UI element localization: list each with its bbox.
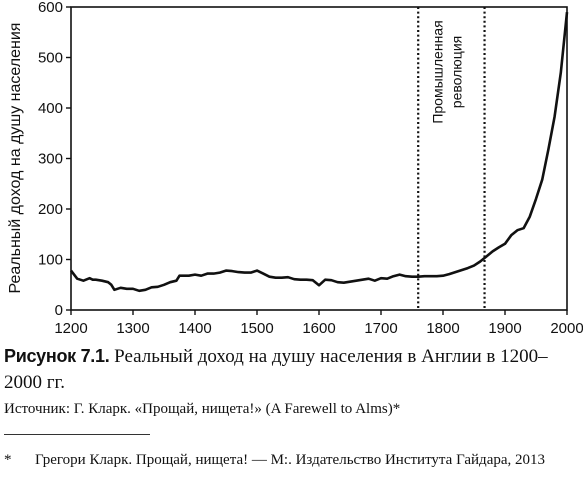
y-tick-label: 300 — [38, 151, 63, 168]
caption-label: Рисунок 7.1. — [4, 346, 110, 366]
x-tick-label: 1500 — [240, 320, 273, 337]
y-tick-label: 600 — [38, 0, 63, 16]
caption-text: Реальный доход на душу населения в Англи… — [4, 346, 548, 393]
annotation-label: Промышленная — [429, 20, 445, 123]
y-tick-label: 100 — [38, 252, 63, 269]
y-tick-label: 400 — [38, 100, 63, 117]
chart: Реальный доход на душу населения 0 100 200… — [7, 0, 583, 337]
figure-caption: Рисунок 7.1. Реальный доход на душу насе… — [4, 343, 579, 396]
x-tick-label: 1700 — [364, 320, 397, 337]
x-tick-label: 2000 — [550, 320, 583, 337]
plot-frame — [70, 6, 568, 311]
y-axis-title: Реальный доход на душу населения — [7, 23, 24, 294]
x-tick-label: 1300 — [116, 320, 149, 337]
source-line: Источник: Г. Кларк. «Прощай, нищета!» (A… — [4, 401, 401, 417]
annotation-label: революция — [448, 36, 464, 108]
x-tick-label: 1900 — [488, 320, 521, 337]
footnote-divider — [4, 434, 150, 435]
y-tick-label: 200 — [38, 201, 63, 218]
y-tick-label: 500 — [38, 50, 63, 67]
income-line — [69, 11, 569, 293]
x-tick-label: 1800 — [426, 320, 459, 337]
footnote-mark: * — [4, 452, 12, 468]
y-tick-label: 0 — [55, 302, 63, 319]
x-tick-label: 1200 — [54, 320, 87, 337]
footnote: * Грегори Кларк. Прощай, нищета! — М:. И… — [4, 449, 574, 472]
x-tick-label: 1600 — [302, 320, 335, 337]
footnote-text: Грегори Кларк. Прощай, нищета! — М:. Изд… — [35, 452, 546, 468]
x-tick-label: 1400 — [178, 320, 211, 337]
